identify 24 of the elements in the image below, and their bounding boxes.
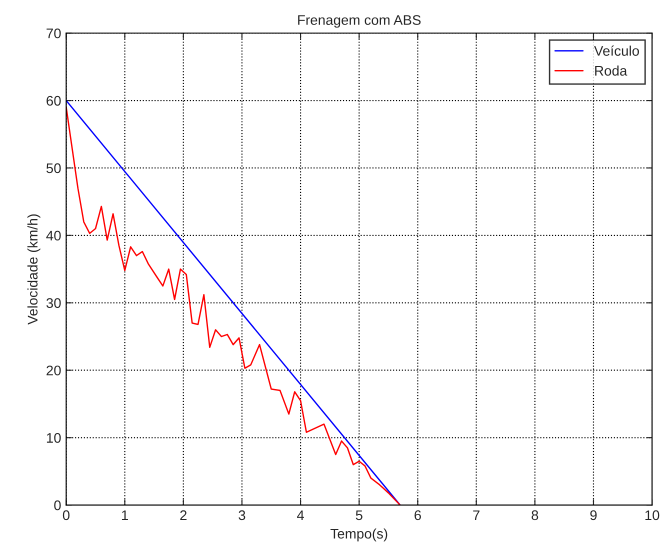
legend-label: Veículo bbox=[594, 45, 639, 56]
legend-label: Roda bbox=[595, 66, 628, 76]
x-tick-label: 1 bbox=[122, 510, 128, 520]
x-tick-label: 10 bbox=[645, 510, 660, 520]
y-tick-label: 40 bbox=[46, 230, 61, 241]
x-tick-label: 9 bbox=[590, 510, 597, 520]
y-tick-label: 50 bbox=[46, 163, 61, 174]
x-tick-label: 8 bbox=[532, 510, 538, 520]
x-tick-label: 2 bbox=[180, 510, 187, 520]
x-tick-label: 6 bbox=[414, 510, 421, 520]
y-tick-label: 0 bbox=[54, 500, 61, 510]
y-tick-label: 70 bbox=[46, 28, 61, 38]
y-axis-title: Velocidade (km/h) bbox=[27, 214, 40, 325]
x-tick-label: 7 bbox=[473, 510, 480, 520]
x-tick-label: 4 bbox=[297, 510, 304, 520]
y-tick-label: 20 bbox=[46, 366, 61, 376]
y-tick-label: 60 bbox=[46, 96, 61, 106]
x-tick-label: 0 bbox=[62, 510, 70, 520]
x-axis-title: Tempo(s) bbox=[330, 528, 388, 542]
y-tick-label: 30 bbox=[46, 298, 61, 308]
y-tick-label: 10 bbox=[46, 432, 61, 443]
x-tick-label: 3 bbox=[238, 510, 246, 520]
x-tick-label: 5 bbox=[356, 510, 362, 520]
chart-title: Frenagem com ABS bbox=[298, 15, 421, 28]
